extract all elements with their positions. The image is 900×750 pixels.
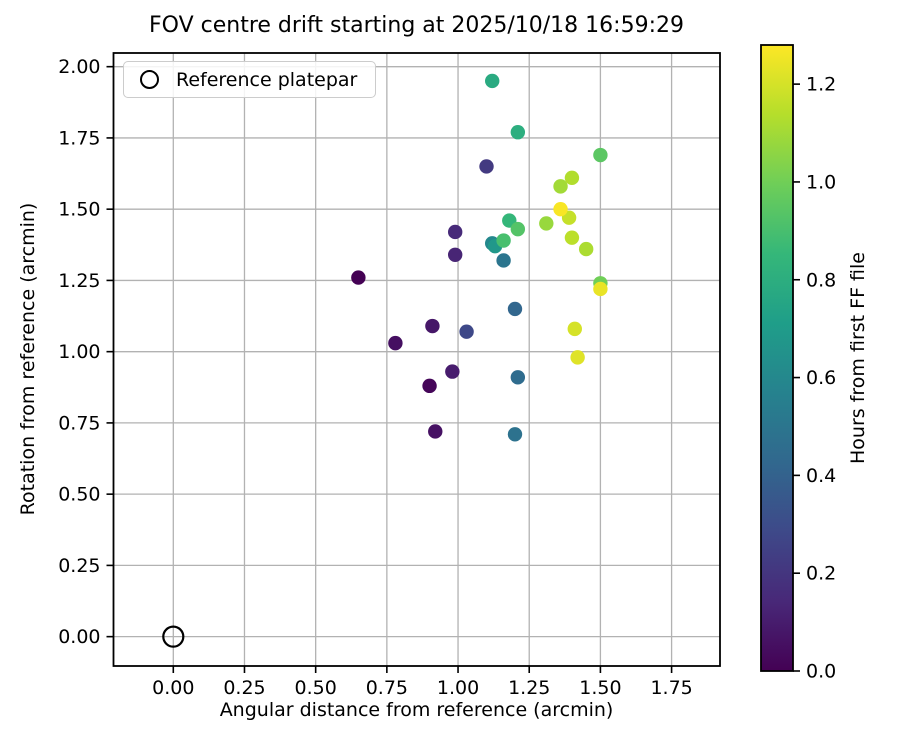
data-point [564, 170, 580, 186]
colorbar-tick-label: 0.8 [806, 269, 836, 291]
x-tick-label: 1.75 [650, 677, 692, 699]
x-axis-label: Angular distance from reference (arcmin) [219, 699, 614, 721]
colorbar-tick-label: 1.2 [806, 74, 836, 96]
data-point [578, 241, 594, 257]
data-point [567, 321, 582, 337]
data-point [428, 424, 443, 439]
data-point [593, 281, 608, 297]
reference-point-marker [162, 625, 185, 648]
data-point [570, 350, 585, 365]
legend-entry-label: Reference platepar [176, 68, 358, 91]
data-point [593, 147, 608, 163]
data-point [553, 179, 568, 194]
data-point [447, 247, 463, 262]
x-tick-label: 0.25 [223, 677, 265, 699]
data-point [459, 324, 474, 339]
y-tick-label: 1.75 [58, 127, 100, 149]
data-point [447, 224, 463, 240]
data-point [564, 230, 580, 245]
y-tick-label: 2.00 [58, 56, 100, 78]
x-tick-label: 0.75 [366, 677, 408, 699]
open-circle-marker-icon [140, 70, 159, 89]
colorbar-tick-label: 1.0 [806, 171, 836, 193]
x-tick-label: 0.00 [152, 677, 194, 699]
y-axis-label: Rotation from reference (arcmin) [17, 202, 39, 516]
x-tick-label: 0.50 [295, 677, 337, 699]
y-tick-label: 1.25 [58, 270, 100, 292]
y-tick-label: 0.75 [58, 412, 100, 434]
data-point [510, 221, 526, 237]
data-point [539, 216, 554, 231]
colorbar-tick-label: 0.0 [806, 661, 836, 683]
chart-title: FOV centre drift starting at 2025/10/18 … [149, 13, 684, 38]
colorbar [761, 45, 793, 671]
x-tick-label: 1.50 [579, 677, 621, 699]
x-tick-label: 1.00 [437, 677, 479, 699]
data-point [425, 318, 440, 334]
x-tick-label: 1.25 [508, 677, 550, 699]
data-point [496, 253, 511, 268]
data-point [388, 335, 403, 351]
data-point [479, 159, 494, 174]
data-point [553, 201, 568, 217]
data-point [485, 73, 500, 89]
data-point [507, 427, 523, 442]
data-points [351, 73, 608, 442]
y-tick-label: 1.00 [58, 341, 100, 363]
colorbar-tick-label: 0.4 [806, 465, 836, 487]
data-point [510, 370, 526, 385]
y-tick-label: 1.50 [58, 199, 100, 221]
data-point [445, 364, 460, 379]
legend: Reference platepar [123, 61, 377, 98]
data-point [351, 270, 366, 285]
y-tick-label: 0.00 [58, 626, 100, 648]
colorbar-tick-label: 0.6 [806, 367, 836, 389]
data-point [510, 125, 526, 140]
data-point [496, 233, 511, 248]
data-point [507, 301, 523, 317]
data-point [422, 378, 437, 394]
y-tick-label: 0.25 [58, 555, 100, 577]
y-tick-label: 0.50 [58, 484, 100, 506]
colorbar-label: Hours from first FF file [847, 252, 869, 464]
colorbar-tick-label: 0.2 [806, 563, 836, 585]
